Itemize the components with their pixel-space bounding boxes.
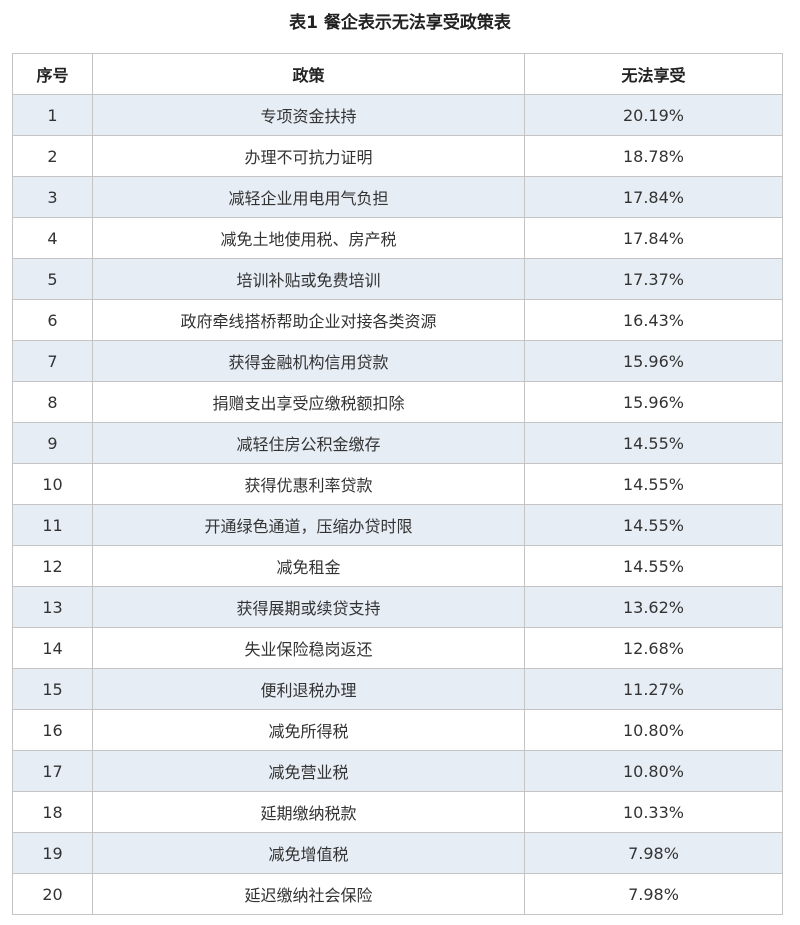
table-row: 12 减免租金 14.55% xyxy=(12,545,783,587)
row-percentage: 17.84% xyxy=(524,217,783,259)
row-percentage: 14.55% xyxy=(524,545,783,587)
table-row: 16 减免所得税 10.80% xyxy=(12,709,783,751)
row-percentage: 7.98% xyxy=(524,832,783,874)
row-percentage: 10.80% xyxy=(524,750,783,792)
row-policy: 延期缴纳税款 xyxy=(92,791,525,833)
table-body: 1 专项资金扶持 20.19% 2 办理不可抗力证明 18.78% 3 减轻企业用电用气负担 1… xyxy=(12,94,783,915)
table-row: 19 减免增值税 7.98% xyxy=(12,832,783,874)
row-percentage: 16.43% xyxy=(524,299,783,341)
row-policy: 减免所得税 xyxy=(92,709,525,751)
row-policy: 办理不可抗力证明 xyxy=(92,135,525,177)
header-unavailable: 无法享受 xyxy=(524,53,783,95)
table-row: 18 延期缴纳税款 10.33% xyxy=(12,791,783,833)
row-policy: 减免增值税 xyxy=(92,832,525,874)
row-percentage: 15.96% xyxy=(524,381,783,423)
row-percentage: 12.68% xyxy=(524,627,783,669)
row-index: 6 xyxy=(12,299,93,341)
header-index: 序号 xyxy=(12,53,93,95)
table-row: 7 获得金融机构信用贷款 15.96% xyxy=(12,340,783,382)
table-row: 4 减免土地使用税、房产税 17.84% xyxy=(12,217,783,259)
table-row: 14 失业保险稳岗返还 12.68% xyxy=(12,627,783,669)
row-policy: 专项资金扶持 xyxy=(92,94,525,136)
row-percentage: 10.33% xyxy=(524,791,783,833)
row-index: 3 xyxy=(12,176,93,218)
table-row: 3 减轻企业用电用气负担 17.84% xyxy=(12,176,783,218)
row-policy: 获得金融机构信用贷款 xyxy=(92,340,525,382)
row-policy: 培训补贴或免费培训 xyxy=(92,258,525,300)
row-index: 5 xyxy=(12,258,93,300)
row-index: 20 xyxy=(12,873,93,915)
row-policy: 捐赠支出享受应缴税额扣除 xyxy=(92,381,525,423)
row-policy: 减免租金 xyxy=(92,545,525,587)
row-index: 9 xyxy=(12,422,93,464)
row-index: 13 xyxy=(12,586,93,628)
table-row: 15 便利退税办理 11.27% xyxy=(12,668,783,710)
header-policy: 政策 xyxy=(92,53,525,95)
table-row: 2 办理不可抗力证明 18.78% xyxy=(12,135,783,177)
row-percentage: 11.27% xyxy=(524,668,783,710)
row-percentage: 13.62% xyxy=(524,586,783,628)
row-percentage: 10.80% xyxy=(524,709,783,751)
row-percentage: 20.19% xyxy=(524,94,783,136)
row-index: 14 xyxy=(12,627,93,669)
row-index: 8 xyxy=(12,381,93,423)
table-row: 13 获得展期或续贷支持 13.62% xyxy=(12,586,783,628)
row-percentage: 15.96% xyxy=(524,340,783,382)
row-percentage: 18.78% xyxy=(524,135,783,177)
row-index: 1 xyxy=(12,94,93,136)
row-policy: 减免土地使用税、房产税 xyxy=(92,217,525,259)
row-percentage: 14.55% xyxy=(524,463,783,505)
row-policy: 减轻企业用电用气负担 xyxy=(92,176,525,218)
row-index: 17 xyxy=(12,750,93,792)
row-policy: 开通绿色通道，压缩办贷时限 xyxy=(92,504,525,546)
table-row: 10 获得优惠利率贷款 14.55% xyxy=(12,463,783,505)
row-percentage: 14.55% xyxy=(524,422,783,464)
table-row: 8 捐赠支出享受应缴税额扣除 15.96% xyxy=(12,381,783,423)
row-index: 11 xyxy=(12,504,93,546)
row-index: 2 xyxy=(12,135,93,177)
row-policy: 获得展期或续贷支持 xyxy=(92,586,525,628)
row-policy: 便利退税办理 xyxy=(92,668,525,710)
row-policy: 减轻住房公积金缴存 xyxy=(92,422,525,464)
row-percentage: 14.55% xyxy=(524,504,783,546)
row-index: 19 xyxy=(12,832,93,874)
table-row: 1 专项资金扶持 20.19% xyxy=(12,94,783,136)
row-policy: 减免营业税 xyxy=(92,750,525,792)
row-percentage: 17.84% xyxy=(524,176,783,218)
row-index: 18 xyxy=(12,791,93,833)
row-index: 4 xyxy=(12,217,93,259)
row-index: 12 xyxy=(12,545,93,587)
policy-table: 序号 政策 无法享受 1 专项资金扶持 20.19% 2 办理不可抗力证明 18.78% 3… xyxy=(12,53,783,915)
row-index: 10 xyxy=(12,463,93,505)
table-row: 11 开通绿色通道，压缩办贷时限 14.55% xyxy=(12,504,783,546)
table-row: 17 减免营业税 10.80% xyxy=(12,750,783,792)
row-percentage: 7.98% xyxy=(524,873,783,915)
row-index: 15 xyxy=(12,668,93,710)
row-policy: 延迟缴纳社会保险 xyxy=(92,873,525,915)
table-row: 9 减轻住房公积金缴存 14.55% xyxy=(12,422,783,464)
row-policy: 政府牵线搭桥帮助企业对接各类资源 xyxy=(92,299,525,341)
table-title: 表1 餐企表示无法享受政策表 xyxy=(289,13,511,33)
table-row: 5 培训补贴或免费培训 17.37% xyxy=(12,258,783,300)
row-index: 16 xyxy=(12,709,93,751)
row-percentage: 17.37% xyxy=(524,258,783,300)
row-policy: 失业保险稳岗返还 xyxy=(92,627,525,669)
table-row: 6 政府牵线搭桥帮助企业对接各类资源 16.43% xyxy=(12,299,783,341)
row-index: 7 xyxy=(12,340,93,382)
table-row: 20 延迟缴纳社会保险 7.98% xyxy=(12,873,783,915)
table-header-row: 序号 政策 无法享受 xyxy=(12,53,783,95)
row-policy: 获得优惠利率贷款 xyxy=(92,463,525,505)
